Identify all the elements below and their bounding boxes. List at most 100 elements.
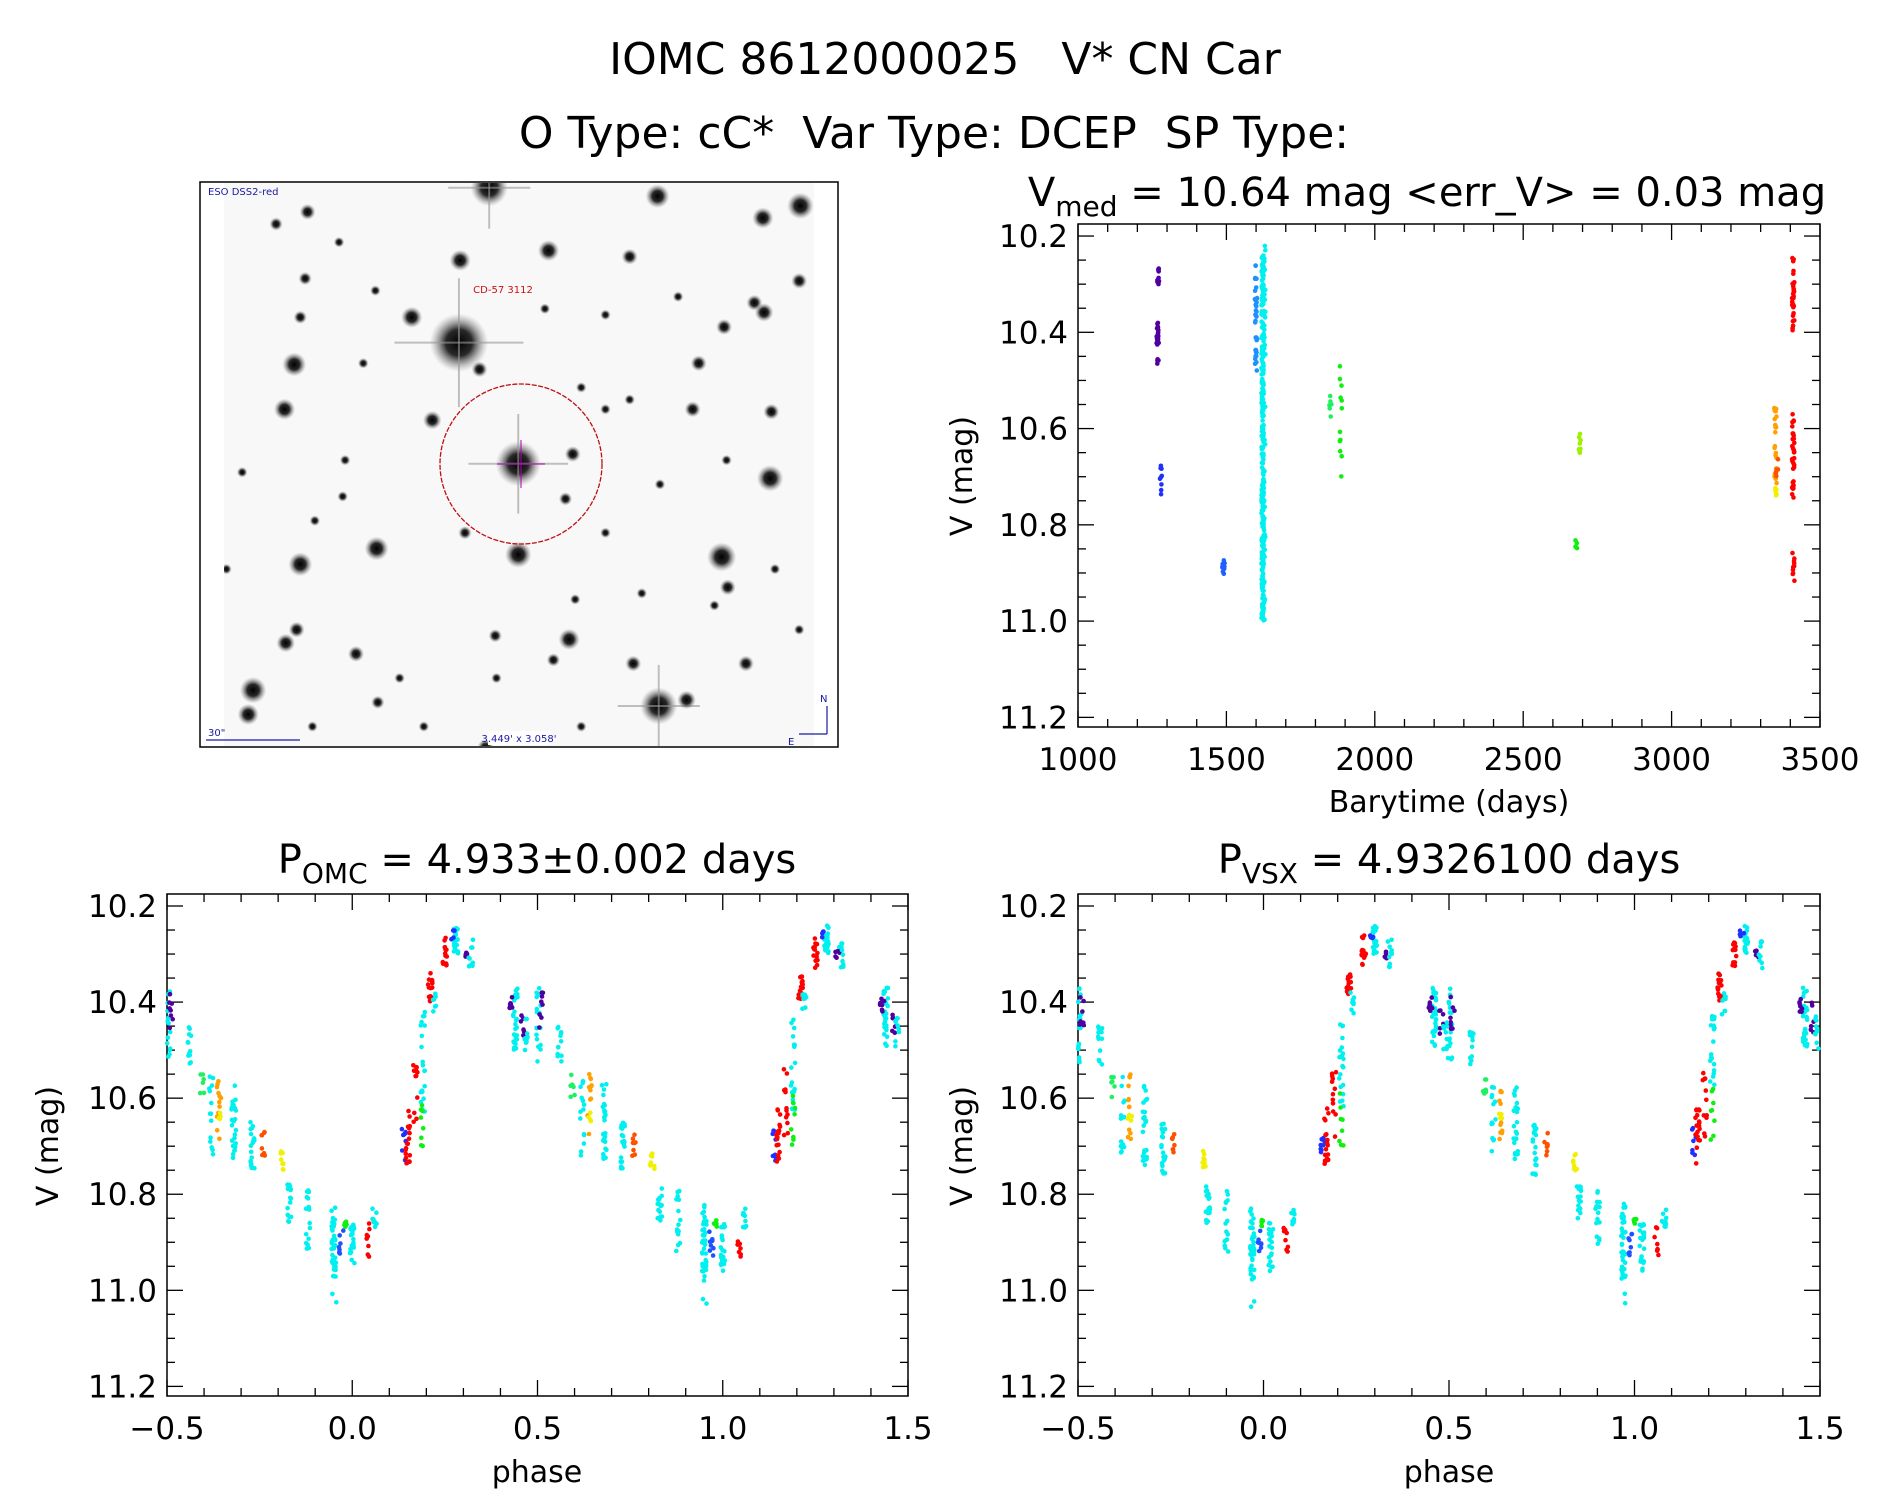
data-point [702,1202,707,1208]
data-point [334,1300,339,1305]
data-point [812,936,818,941]
data-point [419,1102,425,1108]
data-point [674,1197,679,1202]
data-point [1161,1171,1166,1176]
x-tick-label: 0.0 [1239,1411,1288,1447]
data-point [331,1273,337,1279]
data-point [1662,1224,1667,1229]
data-point [710,1237,715,1242]
data-point [1707,1079,1713,1084]
data-point [1731,942,1736,947]
data-point [420,1059,426,1065]
data-point [1096,1036,1101,1042]
data-point [1744,928,1750,933]
data-point [1323,1132,1328,1138]
data-point [1318,1142,1323,1148]
star [307,721,318,732]
data-point [578,1116,583,1121]
data-point [1444,1036,1450,1042]
data-point [675,1189,680,1195]
data-point [331,1244,337,1250]
data-point [341,1228,346,1233]
data-point [306,1236,311,1241]
data-point [1259,465,1265,470]
data-point [248,1149,254,1155]
data-point [1737,928,1743,933]
data-point [1489,1084,1495,1090]
data-point [167,991,173,997]
data-point [1249,1236,1255,1241]
data-point [403,1129,408,1135]
star [672,291,684,302]
data-point [470,960,476,966]
data-point [1260,424,1265,430]
data-point [1619,1241,1625,1247]
star [763,403,780,420]
data-point [1512,1140,1517,1145]
data-point [1340,1082,1346,1088]
data-point [1629,1231,1635,1237]
x-tick-label: 1.0 [1610,1411,1659,1447]
data-point [602,1108,607,1113]
star [370,285,381,296]
data-point [1318,1149,1324,1155]
data-point [770,1131,775,1137]
data-point [1323,1159,1328,1165]
data-point [840,952,846,957]
data-point [251,1136,257,1141]
data-point [403,1155,409,1161]
data-point [1118,1150,1124,1155]
data-point [214,1128,220,1133]
data-point [555,1051,560,1057]
data-point [1285,1244,1291,1250]
data-point [657,1209,663,1214]
data-point [1225,1192,1231,1197]
star [600,403,611,415]
y-axis-label: V (mag) [31,1086,66,1206]
data-point [1715,987,1721,992]
data-point [1577,1206,1583,1211]
data-point [1261,472,1266,478]
data-point [1269,1251,1274,1256]
data-point [578,1153,584,1158]
data-point [1789,302,1795,308]
data-point [514,1025,520,1030]
data-point [1790,412,1795,417]
data-point [632,1132,637,1137]
data-point [185,1039,191,1045]
data-point [1438,1008,1443,1013]
data-point [248,1126,253,1132]
data-point [1260,269,1266,275]
data-point [1813,1014,1819,1019]
data-point [200,1072,206,1077]
star [491,672,502,684]
data-point [349,1257,355,1263]
data-point [1155,361,1160,366]
data-point [216,1115,222,1121]
data-point [1623,1273,1628,1278]
data-point [1595,1204,1601,1209]
data-point [207,1111,213,1116]
data-point [1262,437,1267,443]
data-point [230,1102,235,1107]
data-point [1570,1159,1576,1165]
data-point [1774,491,1779,497]
data-point [1741,930,1747,936]
data-point [742,1213,748,1219]
data-point [1325,1137,1330,1143]
data-point [186,1025,192,1030]
data-point [1248,1271,1254,1277]
data-point [207,1088,213,1094]
star [754,303,774,322]
data-point [332,1255,338,1260]
y-axis-label: V (mag) [945,416,980,536]
data-point [1259,1223,1264,1228]
star [569,594,581,605]
data-point [1491,1138,1496,1143]
star [558,492,573,506]
data-point [1641,1260,1646,1266]
data-point [814,941,820,947]
data-point [278,1149,284,1154]
data-point [248,1120,253,1125]
star [575,721,587,732]
